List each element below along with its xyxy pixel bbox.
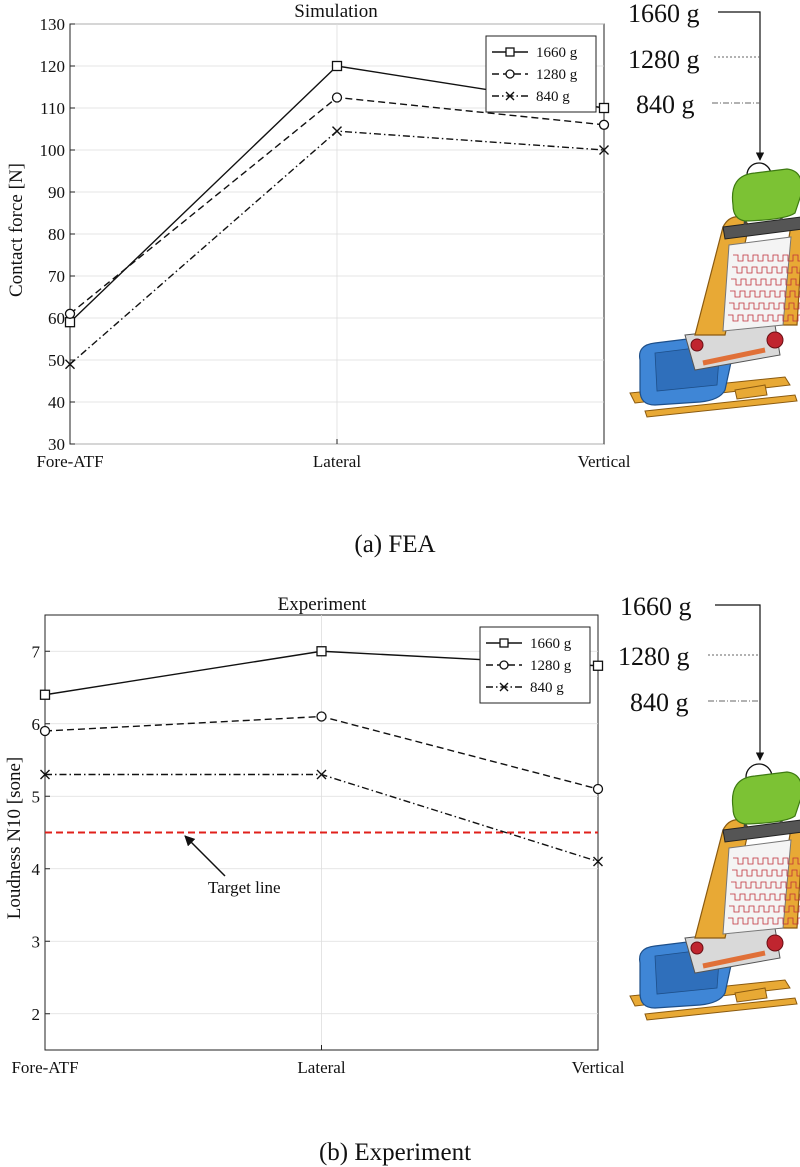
seat-drop-diagram: 1660 g 1280 g 840 g [618,592,800,1021]
y-tick-label: 80 [48,225,65,244]
series-1280g [64,92,610,319]
x-tick-label: Fore-ATF [36,452,103,471]
y-tick-label: 5 [32,787,41,806]
y-tick-label: 60 [48,309,65,328]
y-tick-label: 6 [32,715,41,734]
data-point [332,126,342,137]
chart-experiment: Experiment Loudness N10 [sone] 2 3 4 5 6 7 For… [4,594,625,1166]
seat-drop-diagram: 1660 g 1280 g 840 g [628,0,800,418]
y-tick-label: 4 [32,860,41,879]
plot-area: 30 40 50 60 70 80 90 100 110 120 130 Fore-ATF Latera… [36,15,630,471]
data-point [316,646,327,657]
chart-title: Simulation [294,1,378,22]
data-point [505,69,515,79]
figure-caption: (a) FEA [354,531,435,558]
legend: 1660 g 1280 g 840 g [479,626,591,704]
x-tick-label: Vertical [578,452,631,471]
y-tick-label: 3 [32,932,41,951]
side-label-1660: 1660 g [628,0,700,28]
chart-title: Experiment [278,594,367,615]
x-tick-label: Lateral [313,452,361,471]
side-label-1280: 1280 g [628,45,700,74]
y-tick-label: 100 [40,141,66,160]
y-tick-label: 90 [48,183,65,202]
y-tick-label: 2 [32,1005,41,1024]
data-point [64,308,76,319]
seat-icon [629,168,800,418]
series-1280g [39,711,604,795]
target-line-label: Target line [208,878,281,897]
data-point [64,317,76,328]
data-point [316,769,327,780]
data-point [598,119,610,130]
legend-label: 1660 g [536,45,578,61]
side-label-840: 840 g [630,688,689,717]
y-tick-label: 110 [40,99,65,118]
data-point [316,711,327,722]
seat-icon [629,771,800,1021]
side-label-1660: 1660 g [620,592,692,621]
data-point [598,102,610,114]
data-point [592,783,604,795]
data-point [499,682,509,692]
drop-path-1660 [715,604,765,761]
chart-simulation: Simulation Contact force [N] 30 40 50 60 70 8… [6,1,631,558]
y-tick-label: 7 [32,642,41,661]
series-840g [65,126,609,370]
data-point [499,638,509,648]
x-tick-label: Lateral [297,1058,345,1077]
drop-path-1660 [718,11,765,161]
legend-label: 1660 g [530,636,572,652]
target-line-arrow [184,835,226,877]
y-tick-label: 50 [48,351,65,370]
data-point [65,359,75,370]
y-tick-label: 130 [40,15,66,34]
legend: 1660 g 1280 g 840 g [485,35,597,113]
y-tick-label: 70 [48,267,65,286]
data-point [499,660,509,670]
data-point [40,769,50,780]
y-axis-label: Loudness N10 [sone] [4,757,25,920]
figure-caption: (b) Experiment [319,1139,471,1166]
side-label-840: 840 g [636,90,695,119]
y-tick-label: 40 [48,393,65,412]
data-point [592,660,604,671]
data-point [39,725,51,737]
y-tick-label: 120 [40,57,66,76]
legend-label: 1280 g [530,658,572,674]
x-tick-label: Vertical [572,1058,625,1077]
data-point [39,689,51,700]
data-point [505,91,515,101]
legend-label: 840 g [530,680,564,696]
data-point [593,856,603,867]
side-label-1280: 1280 g [618,642,690,671]
x-tick-label: Fore-ATF [11,1058,78,1077]
plot-area: 2 3 4 5 6 7 Fore-ATF Lateral Vertical 1660 g 1280 … [11,614,625,1077]
y-axis-label: Contact force [N] [6,163,27,297]
data-point [331,92,343,103]
series-840g [40,769,603,867]
legend-label: 1280 g [536,67,578,83]
legend-label: 840 g [536,89,570,105]
data-point [331,60,343,72]
data-point [505,47,515,57]
y-tick-label: 30 [48,435,65,454]
data-point [599,145,609,155]
